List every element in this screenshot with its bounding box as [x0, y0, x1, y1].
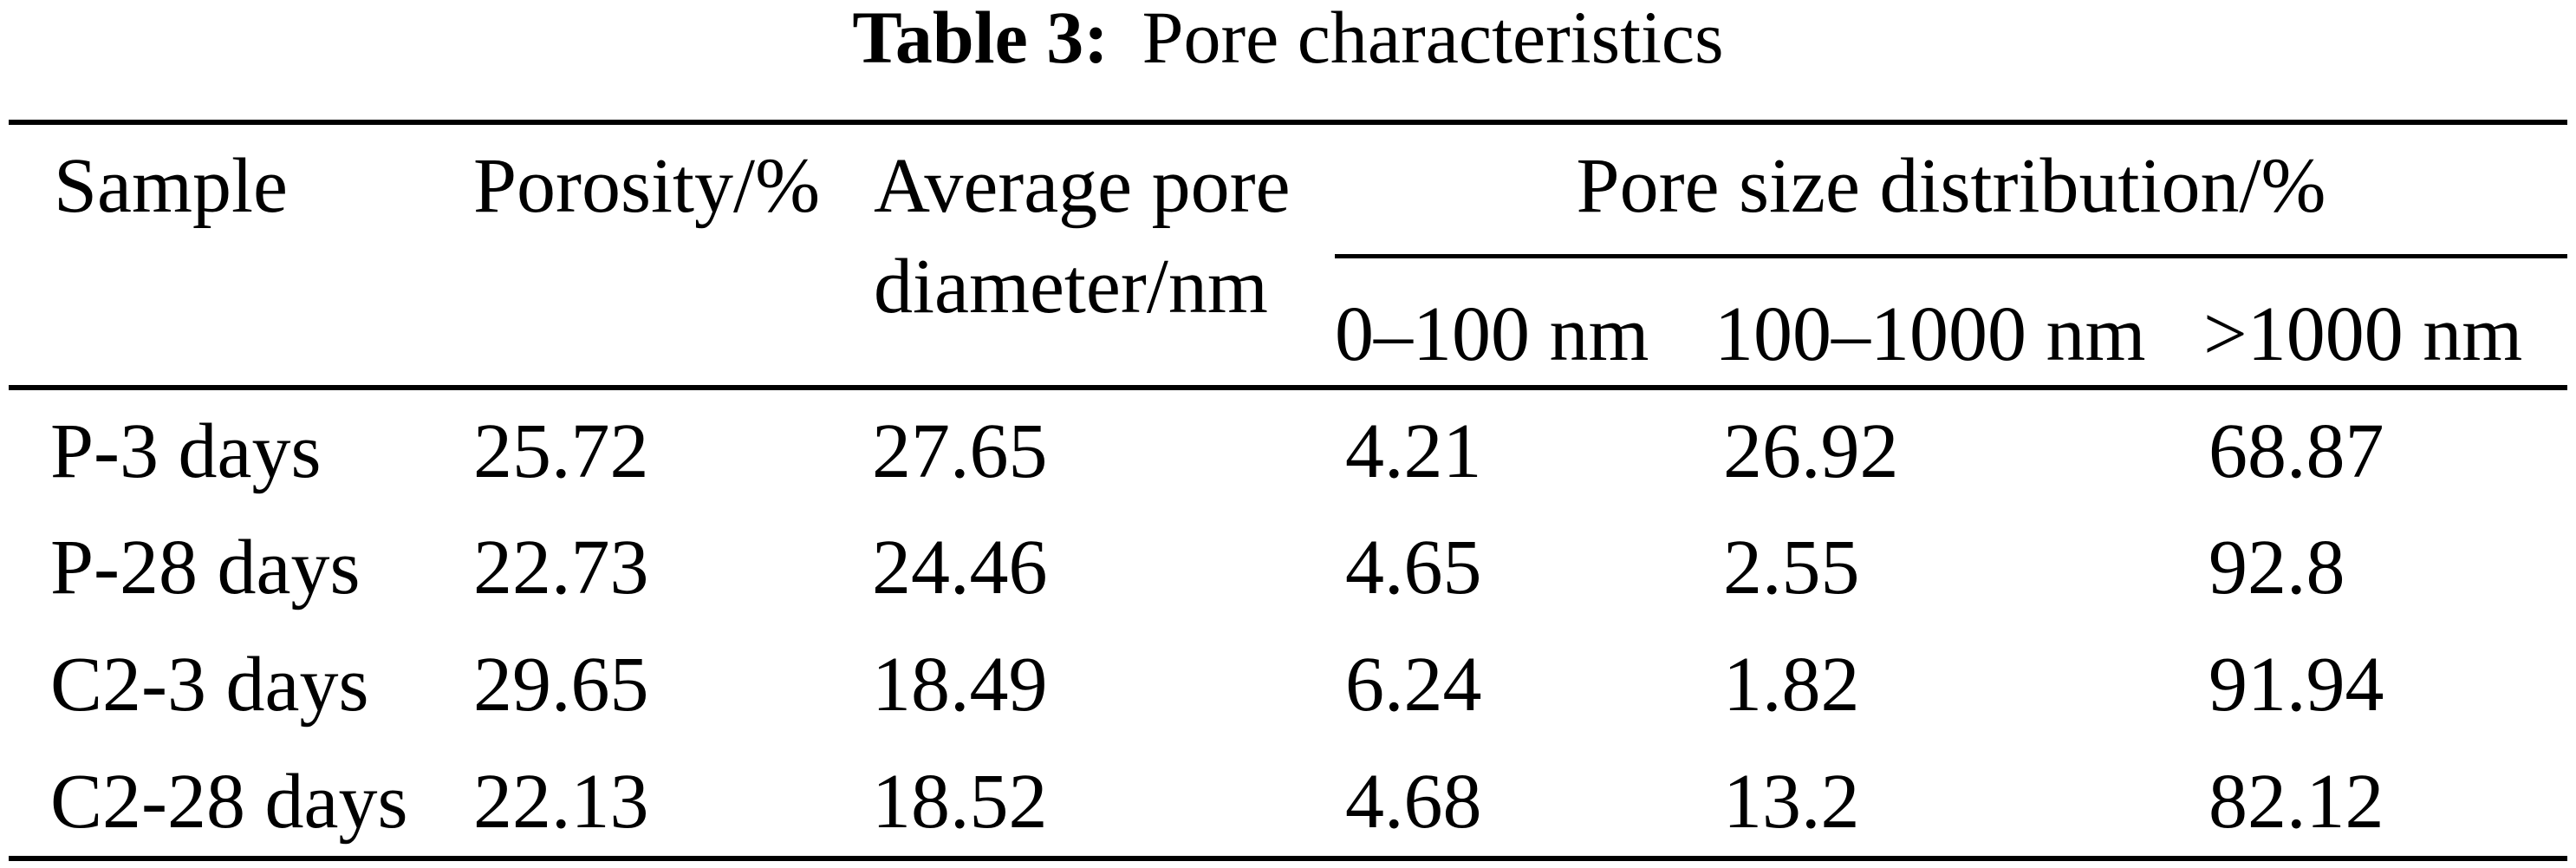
table-caption: Table 3: Pore characteristics: [0, 0, 2576, 79]
header-sub-gt1000nm: >1000 nm: [2203, 291, 2523, 377]
cell-dist-0-100: 6.24: [1345, 642, 1482, 728]
cell-sample: P-3 days: [50, 408, 322, 494]
bottom-rule: [9, 856, 2567, 861]
table-caption-text: Pore characteristics: [1142, 0, 1724, 79]
top-rule: [9, 120, 2567, 125]
cell-dist-0-100: 4.65: [1345, 525, 1482, 610]
header-sub-0-100nm: 0–100 nm: [1335, 291, 1649, 377]
header-sample: Sample: [54, 143, 288, 229]
cell-dist-0-100: 4.21: [1345, 408, 1482, 494]
cell-dist-gt1000: 91.94: [2208, 642, 2384, 728]
table-caption-label: Table 3:: [852, 0, 1109, 79]
cell-dist-100-1000: 13.2: [1723, 759, 1860, 845]
header-sub-100-1000nm: 100–1000 nm: [1714, 291, 2146, 377]
cell-sample: C2-3 days: [50, 642, 369, 728]
cell-porosity: 29.65: [473, 642, 649, 728]
cell-dist-100-1000: 26.92: [1723, 408, 1899, 494]
cell-dist-gt1000: 82.12: [2208, 759, 2384, 845]
cell-porosity: 22.73: [473, 525, 649, 610]
cell-avg-pore-diameter: 18.52: [872, 759, 1048, 845]
header-average-pore-line2: diameter/nm: [874, 244, 1268, 330]
cell-avg-pore-diameter: 24.46: [872, 525, 1048, 610]
header-pore-size-distribution: Pore size distribution/%: [1576, 143, 2326, 229]
cell-dist-100-1000: 2.55: [1723, 525, 1860, 610]
spanner-rule: [1335, 254, 2567, 258]
cell-porosity: 22.13: [473, 759, 649, 845]
header-body-divider-rule: [9, 385, 2567, 390]
cell-dist-gt1000: 68.87: [2208, 408, 2384, 494]
cell-dist-0-100: 4.68: [1345, 759, 1482, 845]
cell-dist-100-1000: 1.82: [1723, 642, 1860, 728]
header-porosity: Porosity/%: [473, 143, 821, 229]
cell-dist-gt1000: 92.8: [2208, 525, 2345, 610]
cell-avg-pore-diameter: 18.49: [872, 642, 1048, 728]
cell-sample: P-28 days: [50, 525, 361, 610]
cell-avg-pore-diameter: 27.65: [872, 408, 1048, 494]
cell-sample: C2-28 days: [50, 759, 408, 845]
header-average-pore-line1: Average pore: [874, 143, 1291, 229]
cell-porosity: 25.72: [473, 408, 649, 494]
